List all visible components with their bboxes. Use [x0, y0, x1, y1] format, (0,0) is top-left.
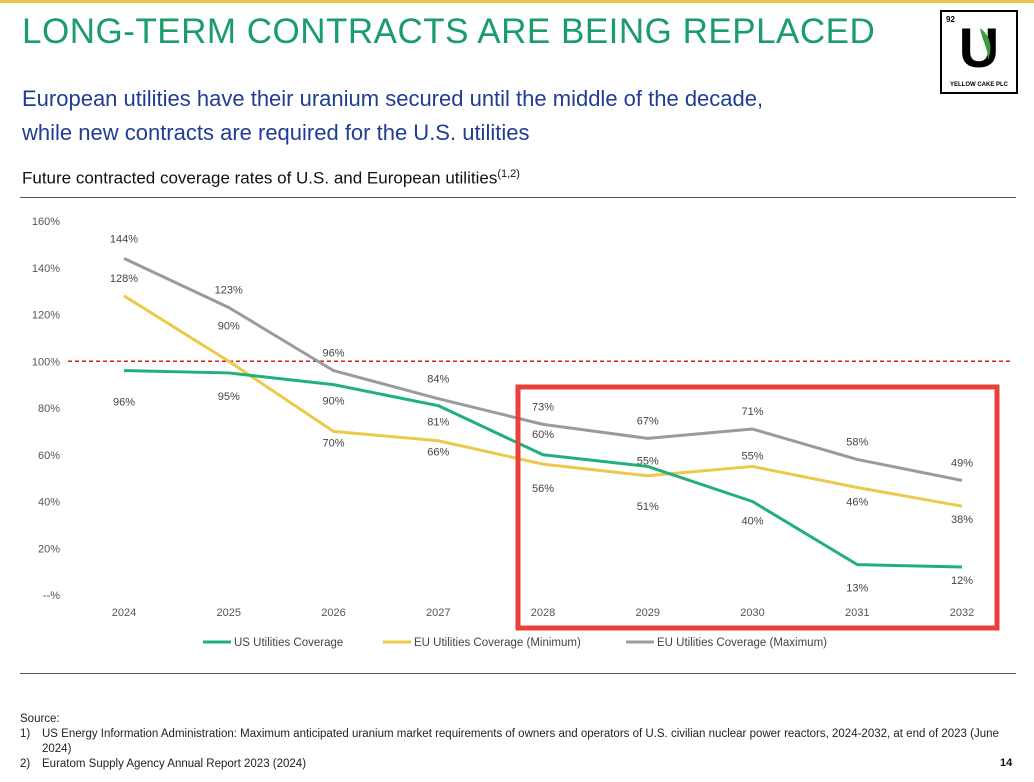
data-label-eu_max: 144% [110, 233, 138, 245]
data-label-eu_min: 38% [951, 514, 973, 526]
subtitle-line-1: European utilities have their uranium se… [22, 86, 764, 111]
data-label-us: 13% [846, 583, 868, 595]
divider-bottom [20, 673, 1016, 674]
y-tick-label: 60% [38, 450, 60, 462]
source-item-2: 2) Euratom Supply Agency Annual Report 2… [20, 757, 1020, 772]
source-label: Source: [20, 713, 60, 725]
chart-caption: Future contracted coverage rates of U.S.… [22, 168, 520, 189]
data-label-eu_min: 46% [846, 496, 868, 508]
subtitle-line-2: while new contracts are required for the… [22, 120, 530, 145]
x-tick-label: 2030 [740, 607, 764, 619]
x-tick-label: 2027 [426, 607, 450, 619]
top-accent-bar [0, 0, 1034, 3]
subtitle: European utilities have their uranium se… [22, 82, 922, 150]
data-label-eu_max: 84% [427, 374, 449, 386]
logo-company-name: YELLOW CAKE PLC [950, 82, 1008, 88]
page-number: 14 [1000, 757, 1013, 769]
data-label-us: 60% [532, 429, 554, 441]
x-tick-label: 2029 [636, 607, 660, 619]
coverage-line-chart: --% 20% 40% 60% 80% 100% 120% 140% 160% 2024 2025 2… [32, 216, 1012, 649]
data-label-eu_min: 70% [322, 437, 344, 449]
legend-label-eu_max: EU Utilities Coverage (Maximum) [657, 637, 827, 649]
data-label-eu_min: 51% [637, 501, 659, 513]
data-label-eu_max: 96% [322, 348, 344, 360]
y-tick-label: 80% [38, 403, 60, 415]
x-tick-label: 2031 [845, 607, 869, 619]
source-item-text: US Energy Information Administration: Ma… [42, 728, 999, 755]
series-line-us [123, 369, 963, 569]
data-label-us: 81% [427, 417, 449, 429]
data-label-eu_max: 71% [741, 406, 763, 418]
y-tick-label: 160% [32, 216, 60, 228]
series-line-eu_min [123, 294, 963, 508]
data-label-eu_min: 128% [110, 273, 138, 285]
logo-letter: U [958, 16, 1000, 79]
data-label-eu_min: 90% [218, 320, 240, 332]
x-tick-label: 2024 [112, 607, 136, 619]
x-tick-label: 2032 [950, 607, 974, 619]
data-label-eu_min: 66% [427, 447, 449, 459]
divider-top [20, 197, 1016, 198]
x-tick-label: 2025 [217, 607, 241, 619]
y-tick-label: --% [43, 590, 60, 602]
source-item-number: 2) [20, 758, 31, 770]
leaf-icon [980, 28, 991, 60]
data-label-eu_min: 56% [532, 483, 554, 495]
series-line-eu_max [123, 257, 963, 482]
y-tick-label: 20% [38, 543, 60, 555]
y-tick-label: 100% [32, 356, 60, 368]
logo-atomic-number: 92 [946, 15, 955, 24]
page-title: LONG-TERM CONTRACTS ARE BEING REPLACED [22, 12, 876, 51]
data-label-eu_max: 58% [846, 436, 868, 448]
data-label-eu_max: 73% [532, 401, 554, 413]
data-label-eu_max: 123% [215, 284, 243, 296]
chart-caption-text: Future contracted coverage rates of U.S.… [22, 168, 498, 188]
source-item-text: Euratom Supply Agency Annual Report 2023… [42, 758, 307, 770]
data-label-eu_max: 67% [637, 415, 659, 427]
y-tick-label: 120% [32, 310, 60, 322]
data-label-us: 95% [218, 391, 240, 403]
data-label-eu_max: 49% [951, 457, 973, 469]
data-label-us: 55% [637, 455, 659, 467]
data-label-us: 90% [322, 396, 344, 408]
data-label-eu_min: 55% [741, 450, 763, 462]
highlight-box-2028-2032 [515, 384, 1000, 631]
legend-label-us: US Utilities Coverage [234, 637, 343, 649]
source-notes: Source: 1) US Energy Information Adminis… [20, 712, 1020, 772]
chart-caption-footnote: (1,2) [497, 168, 520, 180]
data-label-us: 12% [951, 575, 973, 587]
source-item-1: 1) US Energy Information Administration:… [20, 727, 1020, 757]
y-tick-label: 40% [38, 497, 60, 509]
legend-label-eu_min: EU Utilities Coverage (Minimum) [414, 637, 581, 649]
company-logo: 92 U YELLOW CAKE PLC [940, 10, 1018, 94]
x-tick-label: 2026 [321, 607, 345, 619]
x-tick-label: 2028 [531, 607, 555, 619]
y-tick-label: 140% [32, 263, 60, 275]
source-item-number: 1) [20, 728, 31, 740]
data-label-us: 40% [741, 516, 763, 528]
data-label-us: 96% [113, 397, 135, 409]
